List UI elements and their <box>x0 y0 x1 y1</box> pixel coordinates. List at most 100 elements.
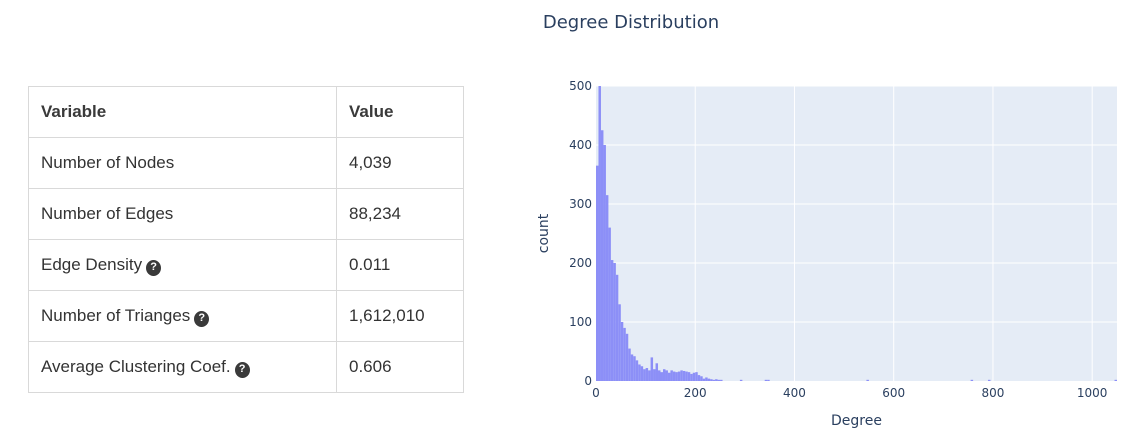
histogram-bar <box>677 371 681 381</box>
histogram-bar <box>987 379 991 381</box>
variable-cell: Average Clustering Coef.? <box>28 341 337 393</box>
histogram-bar <box>608 227 611 381</box>
histogram-bar <box>739 379 743 381</box>
histogram-bar <box>700 376 703 381</box>
histogram-bar <box>690 373 693 381</box>
histogram-bar <box>707 378 711 381</box>
histogram-bar <box>658 370 661 381</box>
histogram-bar <box>645 368 649 381</box>
value-cell: 4,039 <box>336 137 464 189</box>
histogram-bar <box>615 274 619 381</box>
histogram-bar <box>596 165 599 381</box>
histogram-bar <box>610 260 614 381</box>
variable-label: Number of Edges <box>41 204 174 223</box>
histogram-bar <box>653 369 656 381</box>
histogram-bar <box>764 379 768 381</box>
histogram-bar <box>603 145 606 381</box>
y-tick-label: 200 <box>569 256 592 270</box>
histogram-bar <box>605 195 609 381</box>
histogram-bar <box>640 366 644 381</box>
value-cell: 88,234 <box>336 188 464 240</box>
histogram-bar <box>767 379 770 381</box>
x-tick-label: 600 <box>882 386 905 400</box>
histogram-bar <box>635 360 639 381</box>
histogram-bar <box>692 372 696 381</box>
help-icon[interactable]: ? <box>234 361 250 378</box>
histogram-bar <box>866 379 869 381</box>
histogram-bar <box>702 378 706 381</box>
variable-label: Average Clustering Coef. <box>41 356 231 376</box>
histogram-bar <box>672 371 676 381</box>
x-tick-label: 0 <box>592 386 600 400</box>
histogram-bar <box>628 348 631 381</box>
column-header-variable: Variable <box>28 86 337 138</box>
histogram-bar <box>662 369 666 381</box>
x-tick-label: 800 <box>981 386 1004 400</box>
variable-label: Number of Nodes <box>41 153 175 172</box>
x-tick-label: 1000 <box>1077 386 1108 400</box>
histogram-bar <box>620 322 624 381</box>
histogram-bar <box>665 370 668 381</box>
histogram-bar <box>1114 379 1117 381</box>
graph-statistics-table: Variable Value Number of Nodes 4,039 Numbe… <box>28 86 464 393</box>
table-row: Edge Density? 0.011 <box>28 239 464 291</box>
x-tick-label: 200 <box>684 386 707 400</box>
histogram-bar <box>695 372 698 381</box>
y-tick-label: 300 <box>569 197 592 211</box>
column-header-value: Value <box>336 86 464 138</box>
histogram-bar <box>630 354 634 381</box>
histogram-bar <box>717 379 721 381</box>
histogram-bar <box>675 372 678 381</box>
histogram-bar <box>682 370 686 381</box>
histogram-bar <box>670 370 673 381</box>
help-icon[interactable]: ? <box>146 259 162 276</box>
histogram-bar <box>712 379 716 381</box>
x-tick-label: 400 <box>783 386 806 400</box>
histogram-bar <box>705 377 708 381</box>
histogram-bar <box>623 327 626 381</box>
table-body: Number of Nodes 4,039 Number of Edges 88,23… <box>28 137 464 393</box>
value-cell: 0.011 <box>336 239 464 291</box>
variable-cell: Edge Density? <box>28 239 337 291</box>
histogram-bar <box>600 130 604 381</box>
variable-cell: Number of Edges <box>28 188 337 240</box>
histogram-bar <box>648 370 651 381</box>
table-row: Number of Nodes 4,039 <box>28 137 464 189</box>
histogram-bar <box>667 372 671 381</box>
histogram-bar <box>720 379 723 381</box>
variable-label: Edge Density <box>41 254 143 274</box>
y-axis-label: count <box>536 213 552 253</box>
histogram-bar <box>970 379 974 381</box>
histogram-bar <box>715 379 718 381</box>
value-cell: 0.606 <box>336 341 464 393</box>
y-tick-label: 500 <box>569 79 592 93</box>
histogram-bar <box>638 364 641 381</box>
histogram-bar <box>613 263 616 381</box>
histogram-bar <box>655 363 659 381</box>
table-row: Number of Edges 88,234 <box>28 188 464 240</box>
y-tick-label: 0 <box>584 374 592 388</box>
variable-cell: Number of Trianges? <box>28 290 337 342</box>
histogram-bar <box>625 333 629 381</box>
histogram-bar <box>685 371 688 381</box>
table-row: Number of Trianges? 1,612,010 <box>28 290 464 342</box>
help-icon[interactable]: ? <box>194 310 210 327</box>
histogram-bar <box>660 372 663 381</box>
histogram-bar <box>618 304 621 381</box>
plot-area <box>596 86 1117 381</box>
histogram-bar <box>697 375 701 381</box>
table-row: Average Clustering Coef.? 0.606 <box>28 341 464 393</box>
y-tick-label: 100 <box>569 315 592 329</box>
histogram-bar <box>687 372 691 381</box>
chart-title: Degree Distribution <box>542 12 720 33</box>
y-tick-label: 400 <box>569 138 592 152</box>
histogram-bar <box>710 379 713 381</box>
histogram-bar <box>633 356 636 381</box>
table-header-row: Variable Value <box>28 86 464 138</box>
histogram-bar <box>680 370 683 381</box>
histogram-bar <box>643 369 646 381</box>
variable-label: Number of Trianges <box>41 305 191 325</box>
histogram-bar <box>598 86 601 381</box>
x-axis-label: Degree <box>831 413 882 429</box>
